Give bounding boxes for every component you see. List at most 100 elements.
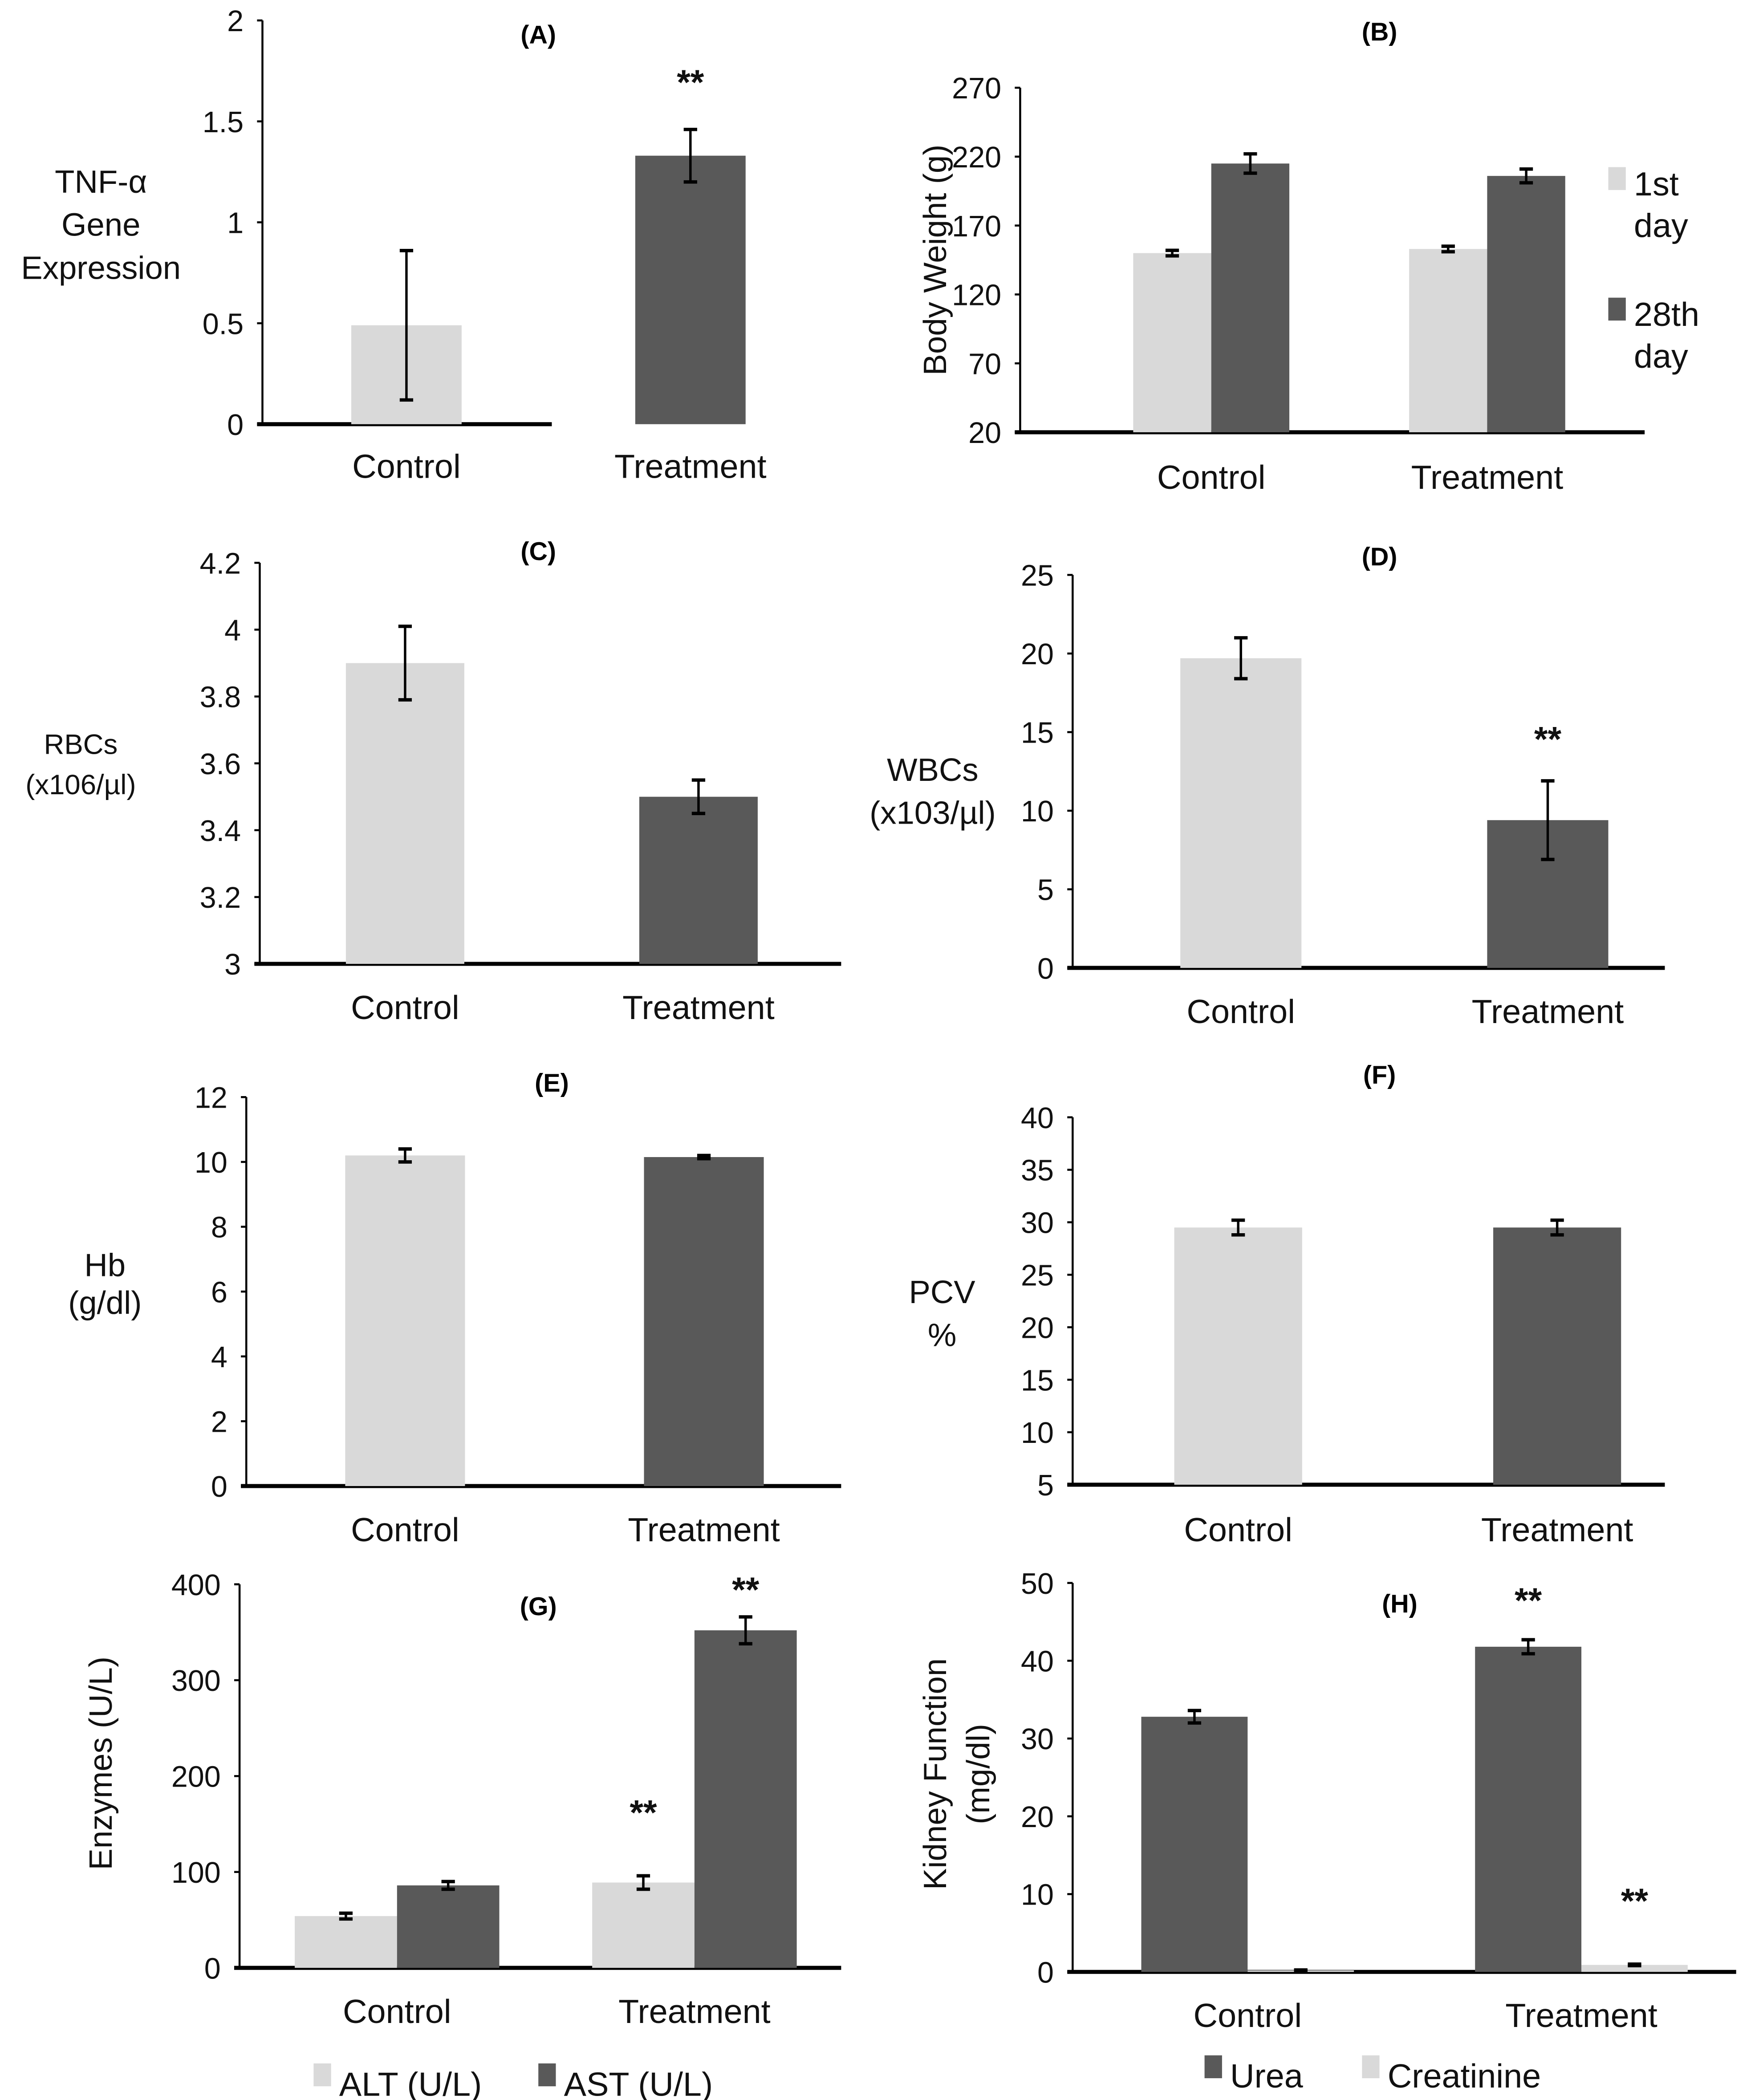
y-tick-label: 100: [171, 1856, 221, 1889]
y-tick-label: 10: [1021, 1417, 1054, 1450]
y-axis-label: RBCs: [44, 729, 118, 760]
y-tick-label: 170: [952, 210, 1001, 243]
y-tick-label: 8: [211, 1211, 228, 1244]
chart-panel-b: 20 70 120 170 220 270 Control Treatment (B) Body …: [917, 18, 1699, 496]
category-label: Treatment: [1505, 1997, 1658, 2035]
legend-swatch: [1362, 2055, 1380, 2079]
legend: ALT (U/L) AST (U/L): [313, 2063, 713, 2100]
y-axis-label: Gene: [61, 207, 140, 243]
y-tick-label: 3.6: [200, 748, 241, 781]
y-tick-label: 2: [227, 5, 244, 38]
y-axis-label: (x103/µl): [869, 795, 996, 831]
y-tick-label: 1: [227, 207, 244, 240]
significance-marker: **: [1534, 719, 1562, 759]
bar: [295, 1916, 397, 1968]
y-tick-label: 0: [211, 1470, 228, 1503]
legend-label: Creatinine: [1388, 2058, 1541, 2095]
category-label: Control: [351, 1511, 459, 1549]
category-label: Treatment: [1472, 993, 1624, 1031]
panel-title: (E): [535, 1069, 569, 1097]
bar: [345, 1155, 465, 1486]
y-tick-label: 220: [952, 141, 1001, 174]
legend: Urea Creatinine: [1204, 2055, 1541, 2095]
chart-panel-g: 0 100 200 300 400 ** ** Control Treatment (G) Enzy…: [83, 1569, 841, 2100]
y-tick-label: 70: [968, 348, 1001, 381]
panel-title: (F): [1363, 1061, 1396, 1089]
y-axis-label: WBCs: [887, 752, 979, 788]
y-tick-label: 200: [171, 1761, 221, 1794]
legend-label: AST (U/L): [564, 2066, 713, 2100]
y-tick-label: 4.2: [200, 547, 241, 580]
bar: [1493, 1227, 1621, 1485]
category-label: Treatment: [622, 989, 775, 1027]
y-tick-label: 5: [1037, 874, 1054, 907]
bar: [397, 1885, 500, 1968]
y-tick-label: 4: [211, 1341, 228, 1374]
y-tick-label: 10: [195, 1146, 228, 1179]
y-tick-label: 0: [1037, 952, 1054, 985]
bar: [345, 663, 464, 964]
significance-marker: **: [1515, 1581, 1542, 1620]
y-axis-label: (x106/µl): [25, 769, 136, 800]
legend-label: 28th: [1634, 296, 1699, 333]
y-axis-label: Enzymes (U/L): [83, 1657, 119, 1870]
y-tick-label: 3.8: [200, 681, 241, 714]
legend-label: Urea: [1230, 2058, 1304, 2095]
bar: [1133, 253, 1211, 432]
y-tick-label: 30: [1021, 1207, 1054, 1240]
panel-title: (D): [1362, 543, 1398, 571]
y-tick-label: 35: [1021, 1154, 1054, 1187]
bar: [592, 1882, 695, 1968]
bar: [1174, 1227, 1302, 1485]
bar: [1141, 1717, 1248, 1972]
y-tick-label: 12: [195, 1081, 228, 1114]
category-label: Treatment: [618, 1993, 771, 2031]
category-label: Treatment: [1411, 459, 1564, 496]
y-tick-label: 300: [171, 1665, 221, 1698]
bar: [1475, 1646, 1582, 1972]
legend-label: 1st: [1634, 166, 1679, 203]
y-tick-label: 20: [1021, 1312, 1054, 1344]
panel-title: (G): [520, 1592, 557, 1621]
y-tick-label: 3: [224, 948, 241, 981]
legend-swatch: [1204, 2055, 1222, 2079]
y-axis-label: Body Weight (g): [917, 145, 953, 376]
bar: [639, 796, 758, 964]
y-tick-label: 0: [204, 1952, 221, 1985]
chart-panel-c: 3 3.2 3.4 3.6 3.8 4 4.2 Control Treatment (C) RBCs…: [25, 537, 841, 1027]
y-tick-label: 10: [1021, 795, 1054, 828]
category-label: Control: [1157, 459, 1266, 496]
category-label: Treatment: [1481, 1511, 1633, 1549]
chart-panel-f: 5 10 15 20 25 30 35 40 Control Treatment (F) PCV%: [909, 1061, 1665, 1549]
y-tick-label: 400: [171, 1569, 221, 1602]
bar: [1409, 249, 1487, 432]
y-tick-label: 20: [1021, 1801, 1054, 1834]
legend-swatch: [1608, 167, 1626, 190]
bar: [1487, 176, 1565, 432]
y-tick-label: 1.5: [203, 106, 244, 139]
y-tick-label: 4: [224, 614, 241, 647]
chart-panel-d: 0 5 10 15 20 25 ** Control Treatment (D) WBCs (x103…: [869, 543, 1665, 1031]
category-label: Control: [352, 448, 461, 486]
legend-label: day: [1634, 207, 1688, 245]
legend-label: ALT (U/L): [339, 2066, 482, 2100]
legend-swatch: [313, 2063, 331, 2087]
y-tick-label: 40: [1021, 1645, 1054, 1678]
y-tick-label: 20: [968, 417, 1001, 450]
y-tick-label: 3.4: [200, 815, 241, 848]
legend-label: day: [1634, 338, 1688, 375]
y-tick-label: 6: [211, 1276, 228, 1309]
y-tick-label: 25: [1021, 560, 1054, 593]
y-tick-label: 30: [1021, 1723, 1054, 1756]
significance-marker: **: [732, 1570, 760, 1609]
bar: [644, 1157, 764, 1486]
y-tick-label: 0: [227, 409, 244, 442]
category-label: Treatment: [628, 1511, 780, 1549]
y-axis-label: (g/dl): [68, 1285, 142, 1321]
significance-marker: **: [630, 1793, 657, 1832]
chart-panel-a: 0 0.5 1 1.5 2 ** Control Treatment (A) TNF-α Gene E…: [21, 5, 766, 486]
bar: [1180, 658, 1302, 968]
y-axis-label: (mg/dl): [960, 1724, 996, 1824]
y-axis-label: Expression: [21, 250, 181, 286]
